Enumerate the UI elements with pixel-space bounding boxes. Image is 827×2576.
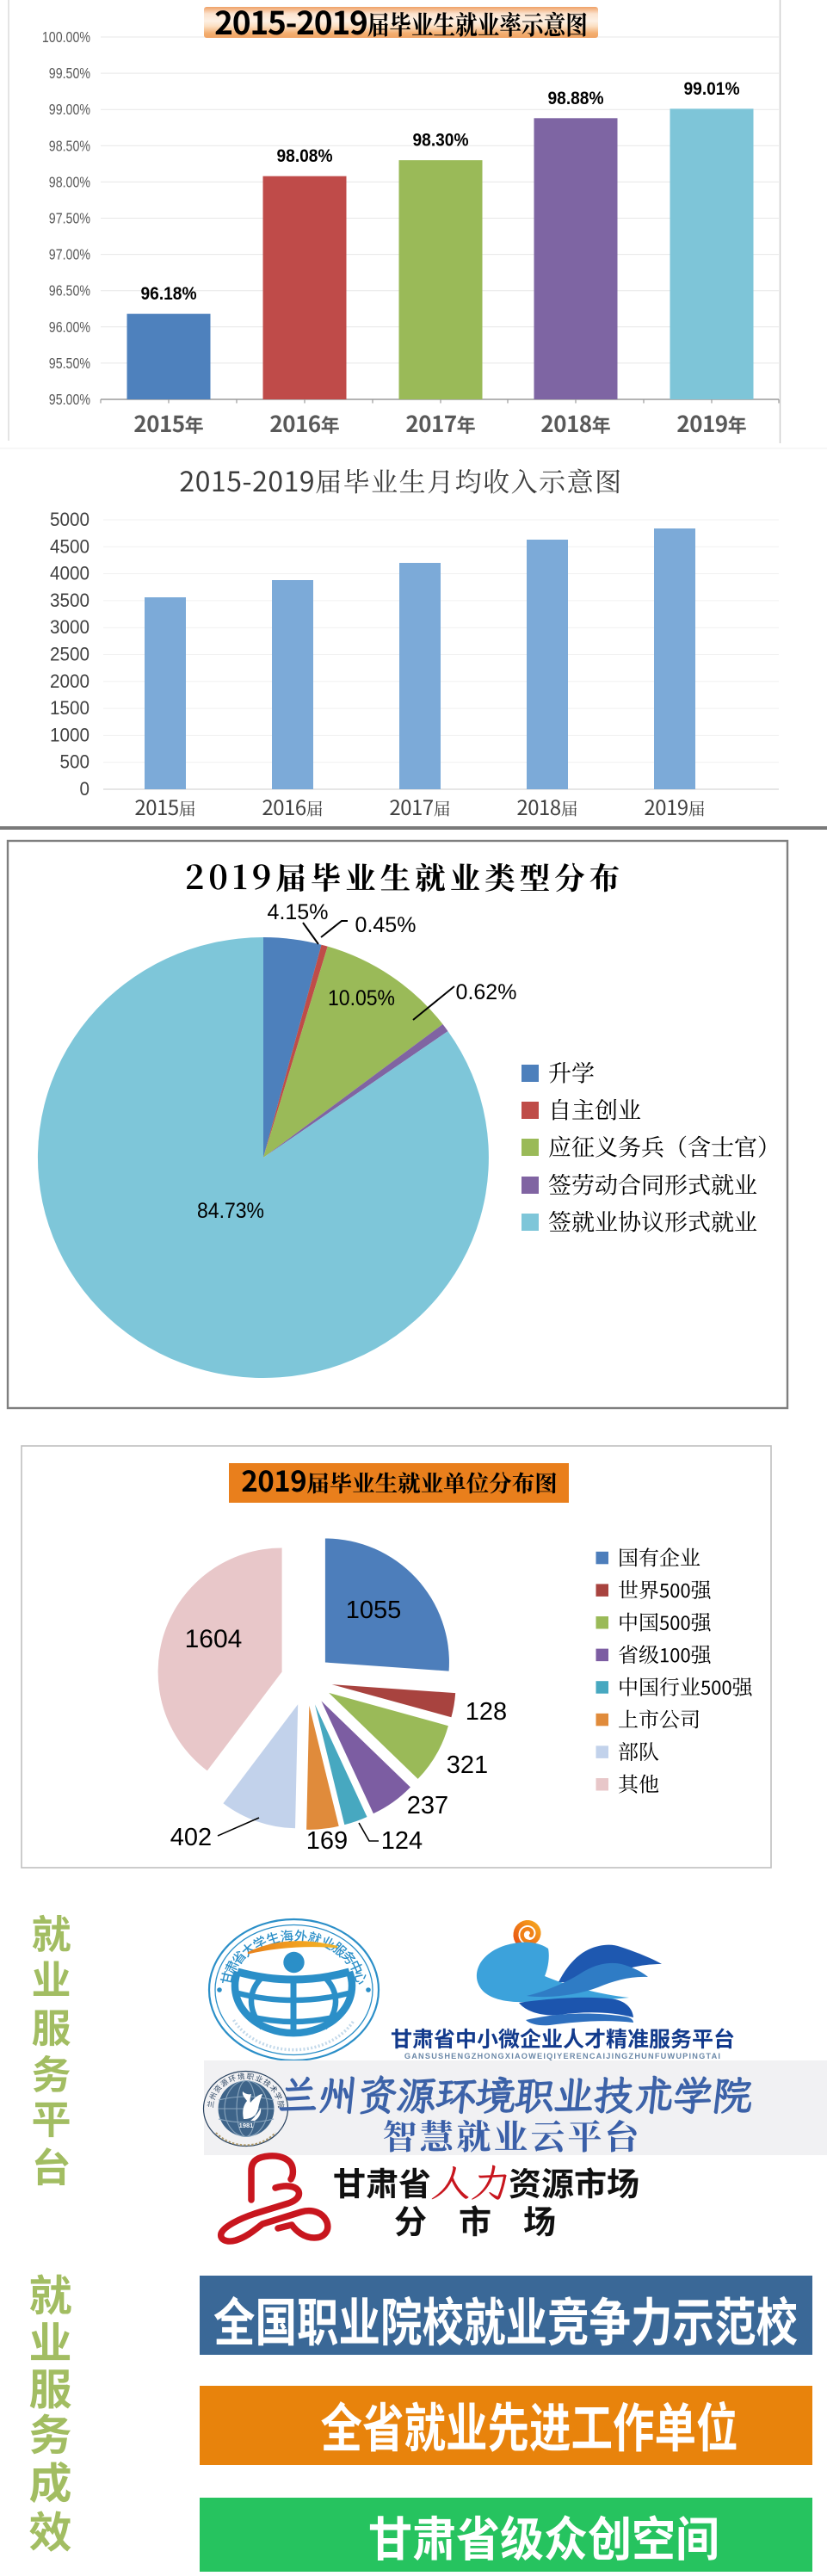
svg-text:1500: 1500	[50, 697, 89, 719]
svg-text:169: 169	[306, 1827, 348, 1855]
svg-text:98.30%: 98.30%	[413, 130, 469, 151]
svg-text:95.00%: 95.00%	[49, 391, 90, 408]
svg-text:1604: 1604	[185, 1625, 243, 1653]
svg-text:96.50%: 96.50%	[49, 282, 90, 300]
svg-text:124: 124	[381, 1827, 423, 1855]
svg-text:5000: 5000	[50, 509, 89, 530]
svg-text:0.45%: 0.45%	[355, 913, 417, 937]
svg-text:84.73%: 84.73%	[197, 1199, 264, 1223]
svg-text:3000: 3000	[50, 616, 89, 638]
svg-text:4500: 4500	[50, 535, 89, 557]
svg-text:3500: 3500	[50, 590, 89, 611]
svg-text:99.50%: 99.50%	[49, 65, 90, 82]
svg-text:96.00%: 96.00%	[49, 318, 90, 336]
svg-text:95.50%: 95.50%	[49, 355, 90, 372]
svg-text:96.18%: 96.18%	[141, 283, 197, 304]
svg-text:500: 500	[60, 751, 90, 773]
svg-text:10.05%: 10.05%	[328, 986, 395, 1010]
svg-text:4.15%: 4.15%	[268, 900, 329, 924]
svg-text:98.08%: 98.08%	[277, 145, 333, 166]
svg-text:99.01%: 99.01%	[684, 78, 740, 99]
svg-text:2500: 2500	[50, 644, 89, 665]
svg-text:GANSUSHENGZHONGXIAOWEIQIYERENC: GANSUSHENGZHONGXIAOWEIQIYERENCAIJINGZHUN…	[404, 2052, 721, 2060]
svg-text:1981: 1981	[239, 2122, 254, 2129]
svg-text:99.00%: 99.00%	[49, 101, 90, 118]
svg-text:321: 321	[447, 1751, 488, 1779]
svg-text:237: 237	[407, 1792, 448, 1819]
svg-text:402: 402	[170, 1824, 212, 1851]
svg-text:1000: 1000	[50, 724, 89, 745]
svg-text:98.50%: 98.50%	[49, 137, 90, 154]
svg-text:4000: 4000	[50, 563, 89, 584]
svg-text:98.00%: 98.00%	[49, 173, 90, 190]
svg-text:1055: 1055	[346, 1597, 402, 1624]
svg-text:128: 128	[466, 1698, 507, 1726]
svg-text:98.88%: 98.88%	[548, 88, 604, 108]
svg-text:2000: 2000	[50, 670, 89, 692]
svg-text:0.62%: 0.62%	[456, 980, 517, 1004]
svg-text:97.50%: 97.50%	[49, 210, 90, 227]
svg-text:97.00%: 97.00%	[49, 246, 90, 263]
svg-text:100.00%: 100.00%	[42, 28, 90, 46]
svg-text:0: 0	[80, 778, 90, 800]
